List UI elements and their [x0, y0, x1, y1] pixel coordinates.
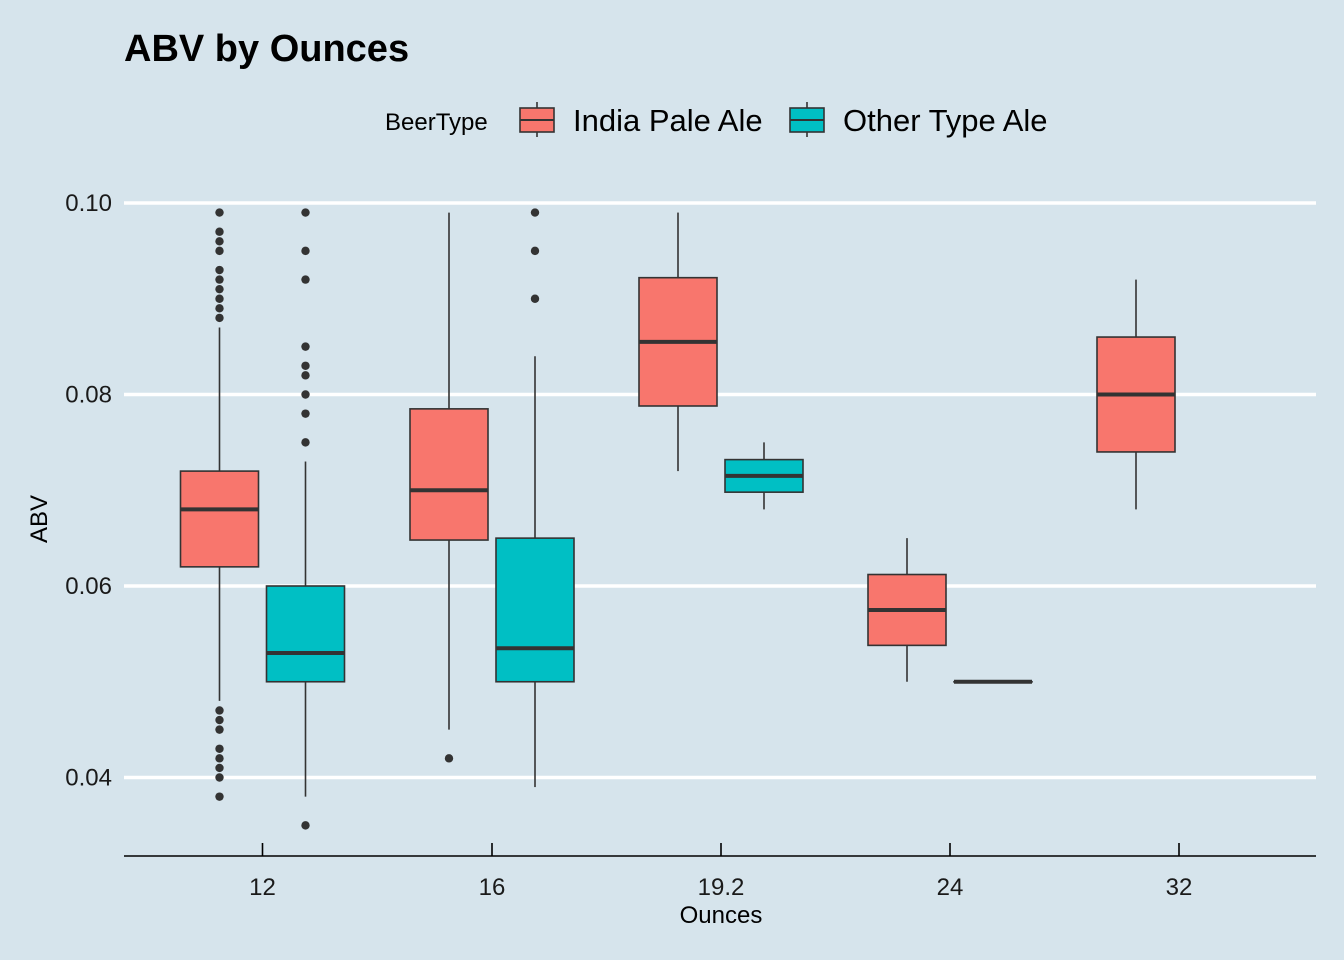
- outlier-point-india-pale-ale-12-14: [215, 754, 224, 763]
- box-plots: [179, 208, 1176, 830]
- outlier-point-india-pale-ale-12-1: [215, 227, 224, 236]
- outlier-point-other-type-ale-12-4: [301, 361, 310, 370]
- box-other-type-ale-19-2: [724, 442, 804, 510]
- box-other-type-ale-16: [495, 208, 575, 788]
- legend-title: BeerType: [385, 109, 488, 136]
- x-tick-label-19-2: 19.2: [698, 874, 745, 901]
- outlier-point-other-type-ale-16-1: [530, 246, 540, 256]
- outlier-point-india-pale-ale-12-0: [215, 208, 224, 217]
- outlier-point-india-pale-ale-12-4: [215, 265, 224, 275]
- outlier-point-india-pale-ale-12-6: [215, 284, 224, 294]
- box-india-pale-ale-24: [867, 538, 947, 682]
- outlier-point-india-pale-ale-12-12: [215, 725, 224, 734]
- outlier-point-india-pale-ale-12-10: [215, 706, 224, 715]
- legend: BeerType India Pale Ale Other Type Ale: [385, 102, 1048, 138]
- legend-label-india-pale-ale: India Pale Ale: [573, 103, 763, 138]
- y-tick-label-0.08: 0.08: [65, 382, 112, 409]
- box-india-pale-ale-32: [1096, 279, 1176, 510]
- outlier-point-other-type-ale-12-5: [301, 371, 310, 380]
- outlier-point-india-pale-ale-12-17: [215, 792, 224, 801]
- legend-item-india-pale-ale: India Pale Ale: [519, 102, 763, 138]
- outlier-point-other-type-ale-16-2: [530, 294, 540, 303]
- outlier-point-india-pale-ale-12-15: [215, 763, 224, 773]
- y-tick-label-0.10: 0.10: [65, 190, 112, 217]
- x-tick-label-16: 16: [479, 874, 506, 901]
- legend-item-other-type-ale: Other Type Ale: [789, 102, 1048, 138]
- outlier-point-other-type-ale-12-7: [301, 409, 310, 418]
- outlier-point-other-type-ale-12-1: [301, 246, 310, 256]
- outlier-point-other-type-ale-16-0: [530, 208, 540, 217]
- box-other-type-ale-12: [265, 208, 346, 830]
- outlier-point-india-pale-ale-12-5: [215, 275, 224, 284]
- box-body-india-pale-ale-12: [179, 470, 260, 568]
- outlier-point-other-type-ale-12-8: [301, 438, 310, 447]
- outlier-point-india-pale-ale-12-2: [215, 237, 224, 246]
- legend-label-other-type-ale: Other Type Ale: [843, 103, 1048, 138]
- outlier-point-india-pale-ale-12-7: [215, 294, 224, 303]
- outlier-point-india-pale-ale-12-16: [215, 773, 224, 782]
- outlier-point-india-pale-ale-12-8: [215, 304, 224, 313]
- outlier-point-other-type-ale-12-2: [301, 275, 310, 284]
- outlier-point-other-type-ale-12-6: [301, 390, 310, 399]
- chart-title: ABV by Ounces: [124, 28, 409, 70]
- y-tick-label-0.04: 0.04: [65, 765, 112, 792]
- outlier-point-other-type-ale-12-0: [301, 208, 310, 217]
- outlier-point-india-pale-ale-12-11: [215, 715, 224, 725]
- x-tick-label-12: 12: [249, 874, 276, 901]
- box-india-pale-ale-16: [409, 212, 489, 763]
- box-body-india-pale-ale-16: [409, 408, 489, 541]
- y-axis-title: ABV: [26, 495, 53, 543]
- x-tick-label-32: 32: [1166, 874, 1193, 901]
- x-axis-title: Ounces: [680, 902, 763, 929]
- box-body-other-type-ale-12: [265, 585, 346, 683]
- outlier-point-india-pale-ale-16-0: [444, 754, 454, 763]
- axes: 12 16 19.2 24 32 0.04 0.06 0.08 0.10: [65, 190, 1316, 901]
- box-body-other-type-ale-16: [495, 537, 575, 683]
- x-tick-label-24: 24: [937, 874, 964, 901]
- y-tick-label-0.06: 0.06: [65, 573, 112, 600]
- box-india-pale-ale-19-2: [638, 212, 718, 472]
- outlier-point-other-type-ale-12-9: [301, 821, 310, 830]
- outlier-point-india-pale-ale-12-3: [215, 246, 224, 256]
- box-india-pale-ale-12: [179, 208, 260, 801]
- outlier-point-india-pale-ale-12-13: [215, 744, 224, 753]
- outlier-point-india-pale-ale-12-9: [215, 313, 224, 323]
- outlier-point-other-type-ale-12-3: [301, 342, 310, 351]
